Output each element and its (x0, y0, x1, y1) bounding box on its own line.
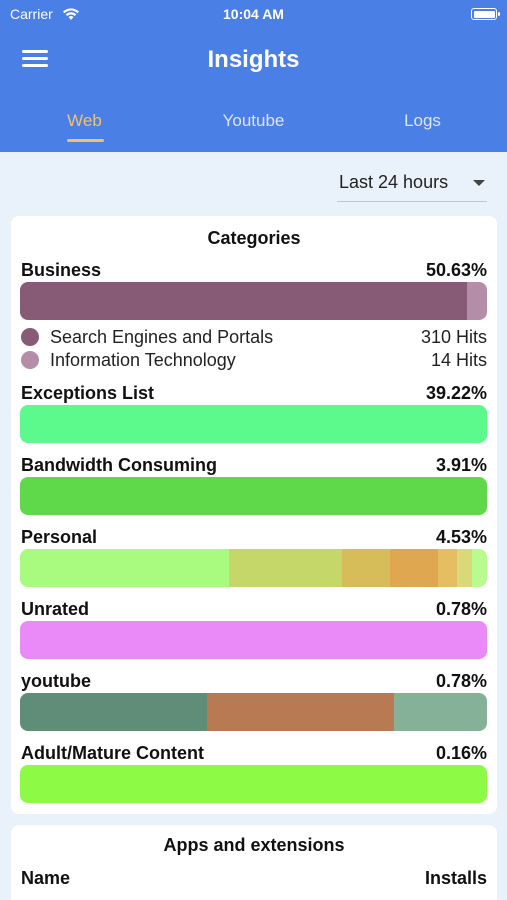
legend-dot (21, 328, 39, 346)
breakdown-label: Information Technology (50, 350, 236, 370)
hamburger-menu-icon[interactable] (22, 50, 48, 70)
category-label: Bandwidth Consuming (21, 455, 217, 475)
bar-segment (20, 405, 487, 443)
column-header-name: Name (21, 868, 71, 888)
category-bar[interactable] (20, 765, 487, 803)
categories-title: Categories (207, 228, 301, 248)
apps-title: Apps and extensions (163, 835, 345, 855)
category-label: Business (21, 260, 102, 280)
category-bar[interactable] (20, 282, 487, 320)
category-percent: 0.78% (435, 599, 487, 619)
category-bar[interactable] (20, 693, 487, 731)
category-bar[interactable] (20, 477, 487, 515)
bar-segment (20, 693, 207, 731)
wifi-icon (63, 8, 79, 20)
status-bar: Carrier 10:04 AM (0, 6, 507, 24)
legend-dot (21, 351, 39, 369)
category-label: Unrated (21, 599, 90, 619)
category-percent: 4.53% (435, 527, 487, 547)
category-bar[interactable] (20, 621, 487, 659)
bar-segment (20, 621, 487, 659)
bar-segment (20, 549, 230, 587)
status-time: 10:04 AM (223, 6, 284, 22)
breakdown-count: 310 Hits (420, 327, 487, 347)
carrier-label: Carrier (10, 6, 53, 22)
bar-segment (342, 549, 391, 587)
category-label: Exceptions List (21, 383, 155, 403)
category-label: Personal (21, 527, 98, 547)
bar-segment (206, 693, 394, 731)
category-label: Adult/Mature Content (21, 743, 204, 763)
bar-segment (438, 549, 458, 587)
tab-logs[interactable]: Logs (404, 111, 441, 130)
apps-card: Apps and extensions Name Installs (11, 825, 497, 900)
category-percent: 3.91% (435, 455, 487, 475)
breakdown-label: Search Engines and Portals (50, 327, 274, 347)
bar-segment (20, 765, 487, 803)
active-tab-indicator (67, 139, 104, 142)
bar-segment (229, 549, 343, 587)
tab-web[interactable]: Web (67, 111, 102, 130)
battery-icon (471, 8, 500, 20)
breakdown-count: 14 Hits (430, 350, 487, 370)
category-bar[interactable] (20, 549, 487, 587)
category-percent: 39.22% (425, 383, 487, 403)
bar-segment (472, 549, 487, 587)
bar-segment (457, 549, 472, 587)
time-range-dropdown[interactable]: Last 24 hours (337, 170, 487, 202)
page-title: Insights (207, 46, 300, 73)
category-label: youtube (21, 671, 91, 691)
category-bar[interactable] (20, 405, 487, 443)
bar-segment (20, 477, 487, 515)
category-percent: 0.78% (435, 671, 487, 691)
bar-segment (393, 693, 487, 731)
category-percent: 50.63% (425, 260, 487, 280)
tab-bar: Web Youtube Logs (0, 111, 507, 151)
column-header-installs: Installs (424, 868, 487, 888)
bar-segment (390, 549, 439, 587)
bar-segment (20, 282, 467, 320)
time-range-value: Last 24 hours (339, 172, 449, 192)
categories-card: Categories Business 50.63% Search Engine… (11, 216, 497, 814)
caret-down-icon (473, 180, 485, 186)
category-percent: 0.16% (435, 743, 487, 763)
app-header: Carrier 10:04 AM Insights Web Youtube Lo… (0, 0, 507, 152)
tab-youtube[interactable]: Youtube (222, 111, 285, 130)
bar-segment (466, 282, 487, 320)
